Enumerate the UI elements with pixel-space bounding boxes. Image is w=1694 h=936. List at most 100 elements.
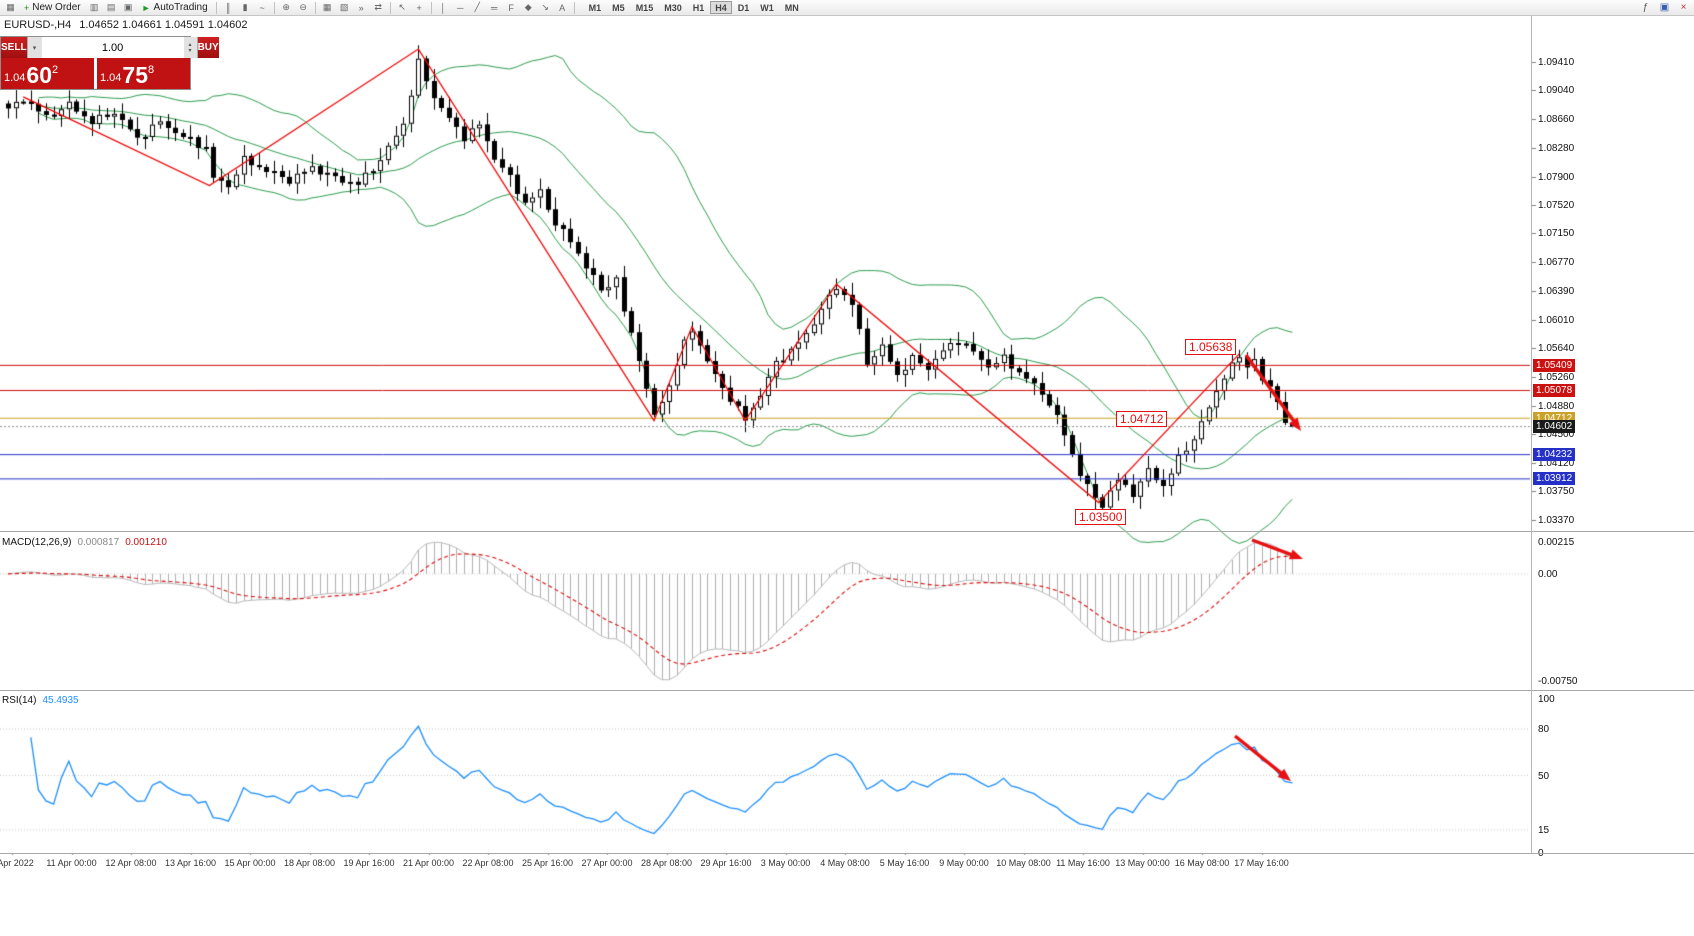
macd-title: MACD(12,26,9) xyxy=(2,537,72,548)
crosshair-icon[interactable]: + xyxy=(411,1,428,15)
rsi-value: 45.4935 xyxy=(42,695,79,706)
timeframe-m15[interactable]: M15 xyxy=(635,3,654,13)
price-tick: 1.08280 xyxy=(1538,142,1575,154)
trendline-icon[interactable]: ╱ xyxy=(469,1,486,15)
text-icon[interactable]: A xyxy=(554,1,571,15)
price-tick: 1.05640 xyxy=(1538,342,1575,354)
close-icon[interactable]: × xyxy=(1680,2,1687,13)
ask-price-sup: 8 xyxy=(148,64,155,76)
symbol-title: EURUSD-,H4 xyxy=(4,19,72,31)
time-scale[interactable]: 8 Apr 2022 11 Apr 00:00 12 Apr 08:00 13 Apr… xyxy=(0,855,1694,873)
auto-scroll-icon[interactable]: » xyxy=(353,1,370,15)
macd-axis-tick: 0.00215 xyxy=(1538,537,1575,548)
arrows-icon[interactable]: ↘ xyxy=(537,1,554,15)
timeframe-m1[interactable]: M1 xyxy=(588,3,602,13)
time-tick: 19 Apr 16:00 xyxy=(343,858,395,868)
shapes-icon[interactable]: ◆ xyxy=(520,1,537,15)
price-tick: 1.08660 xyxy=(1538,113,1575,125)
panel-separator[interactable] xyxy=(0,531,1694,532)
toolbar-separator xyxy=(314,1,316,14)
bar-chart-icon[interactable]: ║ xyxy=(220,1,237,15)
macd-axis-tick: 0.00 xyxy=(1538,568,1558,580)
new-order-button[interactable]: + New Order xyxy=(19,1,86,15)
data-window-icon[interactable]: ▣ xyxy=(120,1,137,15)
timeframe-w1[interactable]: W1 xyxy=(760,3,774,13)
price-annotation[interactable]: 1.03500 xyxy=(1075,509,1127,525)
toolbar-separator xyxy=(573,1,575,14)
volume-stepper[interactable]: ▴ ▾ xyxy=(183,37,197,58)
zoom-in-icon[interactable]: ⊕ xyxy=(278,1,295,15)
price-scale[interactable]: 1.09410 1.09040 1.08660 1.08280 1.07900 1.075… xyxy=(1532,0,1694,936)
price-annotation[interactable]: 1.05638 xyxy=(1185,339,1237,355)
ask-price-button[interactable]: 1.04 75 8 xyxy=(97,58,190,89)
time-tick: 17 May 16:00 xyxy=(1234,858,1289,868)
price-tick: 1.07520 xyxy=(1538,200,1575,212)
panel-separator[interactable] xyxy=(0,853,1694,854)
zoom-out-icon[interactable]: ⊖ xyxy=(295,1,312,15)
volume-dropdown-icon[interactable]: ▾ xyxy=(27,37,42,58)
time-tick: 10 May 08:00 xyxy=(996,858,1051,868)
timeframe-m30[interactable]: M30 xyxy=(664,3,682,13)
rsi-axis-tick: 50 xyxy=(1538,770,1550,782)
crosshair-icon: + xyxy=(416,2,422,13)
horizontal-line-icon[interactable]: ─ xyxy=(452,1,469,15)
autotrading-button[interactable]: ► AutoTrading xyxy=(137,1,213,15)
price-tick: 1.04880 xyxy=(1538,400,1575,412)
tile-windows-icon[interactable]: ▦ xyxy=(319,1,336,15)
toolbar-separator xyxy=(389,1,391,14)
buy-button[interactable]: BUY xyxy=(197,37,219,58)
rsi-indicator-label: RSI(14) 45.4935 xyxy=(2,695,79,706)
candlestick-chart-icon[interactable]: ▮ xyxy=(237,1,254,15)
cascade-windows-icon: ▧ xyxy=(339,2,349,12)
macd-axis-tick: -0.00750 xyxy=(1538,676,1578,687)
market-watch-icon[interactable]: ▤ xyxy=(103,1,120,15)
price-tick: 1.06770 xyxy=(1538,257,1575,269)
chart-profiles-icon: ▥ xyxy=(89,2,99,12)
time-tick: 28 Apr 08:00 xyxy=(640,858,693,868)
vertical-line-icon[interactable]: │ xyxy=(435,1,452,15)
timeframe-h4[interactable]: H4 xyxy=(710,1,732,14)
sell-button[interactable]: SELL xyxy=(1,37,27,58)
toolbar-separator xyxy=(273,1,275,14)
bid-price-prefix: 1.04 xyxy=(4,72,26,84)
toolbar-right-group: ƒ ▣ × xyxy=(1637,1,1692,15)
autotrading-icon: ► xyxy=(141,2,151,13)
equidistant-channel-icon: ═ xyxy=(490,2,498,13)
macd-main-value: 0.000817 xyxy=(77,537,120,548)
bid-price-button[interactable]: 1.04 60 2 xyxy=(1,58,94,89)
panel-separator[interactable] xyxy=(0,690,1694,691)
timeframe-d1[interactable]: D1 xyxy=(737,3,750,13)
equidistant-channel-icon[interactable]: ═ xyxy=(486,1,503,15)
line-chart-icon: ~ xyxy=(259,2,265,13)
cascade-windows-icon[interactable]: ▧ xyxy=(336,1,353,15)
volume-input[interactable] xyxy=(41,37,184,58)
line-chart-icon[interactable]: ~ xyxy=(254,1,271,15)
top-toolbar: ▦ + New Order ▥ ▤ ▣ ► AutoTrading ║ ▮ ~ ⊕ ⊖ ▦ ▧» ⇄ ↖ + │ ─ ╱… xyxy=(0,0,1694,16)
timeframe-group: M1 M5 M15 M30 H1 H4 D1 W1 MN xyxy=(584,1,804,14)
market-watch-icon: ▤ xyxy=(106,2,116,12)
chart-shift-icon[interactable]: ⇄ xyxy=(370,1,387,15)
timeframe-m5[interactable]: M5 xyxy=(612,3,625,13)
timeframe-mn[interactable]: MN xyxy=(784,3,799,13)
macd-signal-value: 0.001210 xyxy=(125,537,167,548)
window-icon[interactable]: ▣ xyxy=(1659,2,1670,13)
zoom-in-icon: ⊕ xyxy=(282,2,290,12)
timeframe-h1[interactable]: H1 xyxy=(692,3,705,13)
fibonacci-icon[interactable]: F xyxy=(503,1,520,15)
price-annotation[interactable]: 1.04712 xyxy=(1116,411,1168,427)
chart-profiles-icon[interactable]: ▥ xyxy=(86,1,103,15)
rsi-axis-tick: 15 xyxy=(1538,824,1550,836)
new-order-button-label: New Order xyxy=(32,2,81,13)
indicators-icon[interactable]: ƒ xyxy=(1642,2,1649,13)
stepper-down-icon[interactable]: ▾ xyxy=(188,47,192,54)
cursor-icon[interactable]: ↖ xyxy=(394,1,411,15)
stepper-up-icon[interactable]: ▴ xyxy=(188,41,192,48)
new-chart-icon[interactable]: ▦ xyxy=(2,1,19,15)
time-tick: 8 Apr 2022 xyxy=(0,858,34,868)
arrows-icon: ↘ xyxy=(541,2,549,12)
time-tick: 29 Apr 16:00 xyxy=(700,858,752,868)
bar-chart-icon: ║ xyxy=(224,2,232,13)
